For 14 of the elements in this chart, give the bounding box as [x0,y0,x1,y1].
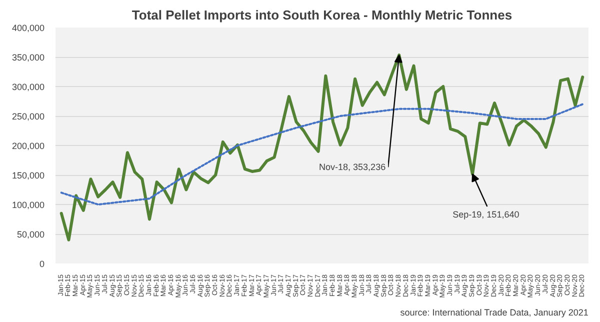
y-tick-label: 100,000 [12,200,45,210]
y-tick-label: 300,000 [12,82,45,92]
y-tick-label: 200,000 [12,141,45,151]
line-series [60,54,584,242]
y-tick-label: 250,000 [12,112,45,122]
y-tick-label: 150,000 [12,170,45,180]
y-tick-label: 350,000 [12,52,45,62]
y-tick-label: 0 [39,259,45,269]
annotation: Sep-19, 151,640 [452,209,520,220]
annotation: Nov-18, 353,236 [319,162,386,172]
source-note: source: International Trade Data, January 2021 [400,308,588,318]
y-tick-label: 400,000 [12,23,45,33]
y-tick-label: 50,000 [16,230,45,240]
chart-title: Total Pellet Imports into South Korea - Monthly Metric Tonnes [132,8,512,22]
